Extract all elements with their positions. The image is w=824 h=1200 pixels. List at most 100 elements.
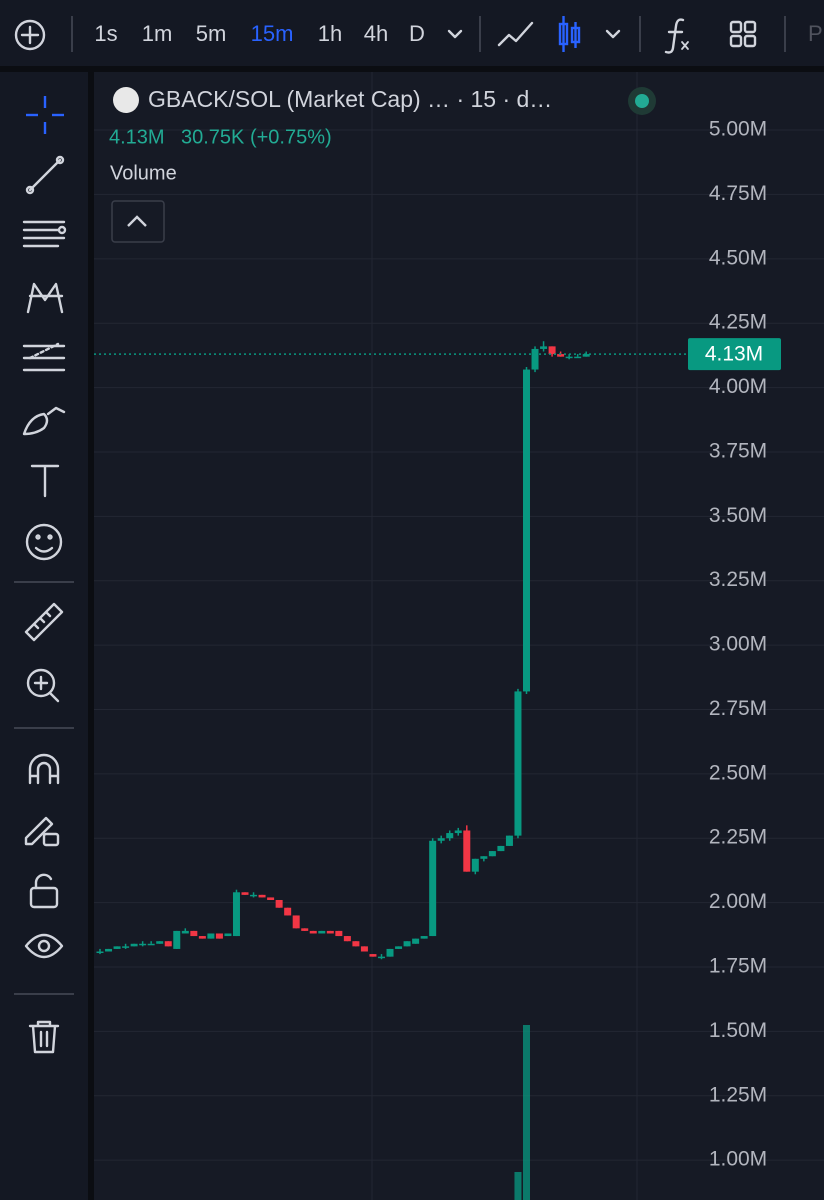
candle-body <box>514 691 522 836</box>
candle-body <box>574 356 582 359</box>
study-label: Volume <box>110 162 177 184</box>
y-tick-label: 5.00M <box>709 118 767 141</box>
candle-body <box>505 835 513 846</box>
candle-body <box>429 840 437 937</box>
volume-bar <box>514 1172 522 1200</box>
visibility-tool[interactable] <box>24 933 64 959</box>
top-toolbar <box>0 0 824 66</box>
pattern-tool[interactable] <box>26 282 64 314</box>
candle-body <box>130 943 138 947</box>
candle-body <box>232 892 240 937</box>
candle-body <box>557 354 565 357</box>
y-tick-label: 4.00M <box>709 375 767 398</box>
collapse-legend-button[interactable] <box>111 200 165 243</box>
candle-body <box>335 930 343 937</box>
drawing-tools <box>14 96 74 1054</box>
indicators-button[interactable] <box>664 18 689 54</box>
delete-tool[interactable] <box>28 1020 60 1054</box>
candle-body <box>173 930 181 949</box>
add-symbol-button[interactable] <box>14 19 46 51</box>
chart-type-menu[interactable] <box>605 29 621 39</box>
interval-button[interactable]: 1s <box>94 21 117 46</box>
candle-body <box>565 356 573 359</box>
candle-body <box>540 346 548 349</box>
candle-body <box>437 838 445 841</box>
candle-body <box>250 894 258 897</box>
candle-body <box>309 930 317 934</box>
candle-body <box>471 858 479 872</box>
volume-bar <box>523 1025 530 1200</box>
collapse-icon <box>127 215 147 227</box>
candle-body <box>181 930 189 934</box>
candle-body <box>420 936 428 939</box>
zoom-tool[interactable] <box>26 668 60 703</box>
candle-chart-button[interactable] <box>558 16 581 52</box>
interval-button[interactable]: 15m <box>251 21 294 46</box>
candle-body <box>164 941 172 947</box>
interval-menu[interactable] <box>447 29 463 39</box>
legend-change: 30.75K (+0.75%) <box>181 126 332 148</box>
series: 4.13M <box>94 338 781 1200</box>
y-tick-label: 3.75M <box>709 439 767 462</box>
y-tick-label: 1.00M <box>709 1148 767 1171</box>
interval-button[interactable]: 1m <box>142 21 173 46</box>
candle-body <box>190 930 198 937</box>
candle-body <box>480 856 488 859</box>
emoji-tool[interactable] <box>25 523 63 561</box>
trend-line-tool[interactable] <box>25 155 65 195</box>
candle-body <box>284 907 292 916</box>
candle-body <box>582 354 590 357</box>
forecast-tool[interactable] <box>22 342 66 372</box>
y-tick-label: 4.75M <box>709 182 767 205</box>
grid: 5.00M 4.75M 4.50M 4.25M 4.00M 3.75M 3.50M 3.25M… <box>94 118 824 1171</box>
y-tick-label: 2.00M <box>709 890 767 913</box>
overflow-label[interactable]: P <box>808 21 823 46</box>
candle-body <box>326 930 334 934</box>
left-toolbar <box>0 72 88 1200</box>
y-tick-label: 1.75M <box>709 955 767 978</box>
candle-body <box>139 943 147 946</box>
interval-button[interactable]: 1h <box>318 21 342 46</box>
candle-body <box>523 369 530 692</box>
legend: GBACK/SOL (Market Cap) … · 15 · d… 4.13M… <box>109 86 656 243</box>
candle-body <box>454 830 462 834</box>
candle-body <box>352 941 360 947</box>
legend-price: 4.13M <box>109 126 165 148</box>
candle-body <box>369 954 377 957</box>
y-tick-label: 1.25M <box>709 1083 767 1106</box>
y-tick-label: 4.25M <box>709 311 767 334</box>
chart-title: GBACK/SOL (Market Cap) … · 15 · d… <box>148 86 552 112</box>
interval-button[interactable]: 4h <box>364 21 388 46</box>
candle-body <box>241 892 249 895</box>
candle-body <box>292 915 300 929</box>
candle-body <box>386 948 394 957</box>
layout-button[interactable] <box>729 20 757 48</box>
candle-body <box>360 946 368 952</box>
line-chart-button[interactable] <box>497 21 534 47</box>
symbol-logo <box>113 87 139 113</box>
candle-body <box>301 928 309 931</box>
fib-tool[interactable] <box>22 220 67 248</box>
interval-button[interactable]: 5m <box>196 21 227 46</box>
magnet-tool[interactable] <box>28 753 60 785</box>
candle-body <box>105 948 113 952</box>
y-tick-label: 2.50M <box>709 761 767 784</box>
candle-body <box>531 348 539 370</box>
candle-body <box>198 936 206 939</box>
ruler-tool[interactable] <box>24 602 64 642</box>
y-tick-label: 2.25M <box>709 826 767 849</box>
candle-body <box>156 941 164 944</box>
interval-button[interactable]: D <box>409 21 425 46</box>
candle-body <box>497 845 505 852</box>
candle-body <box>343 936 351 942</box>
text-tool[interactable] <box>30 464 60 498</box>
lock-drawing-tool[interactable] <box>24 816 60 847</box>
candle-body <box>113 946 121 949</box>
lock-tool[interactable] <box>29 873 59 909</box>
candle-body <box>267 897 275 901</box>
brush-tool[interactable] <box>22 406 66 436</box>
candle-body <box>122 946 130 948</box>
crosshair-tool[interactable] <box>26 96 64 134</box>
candle-body <box>488 851 496 857</box>
